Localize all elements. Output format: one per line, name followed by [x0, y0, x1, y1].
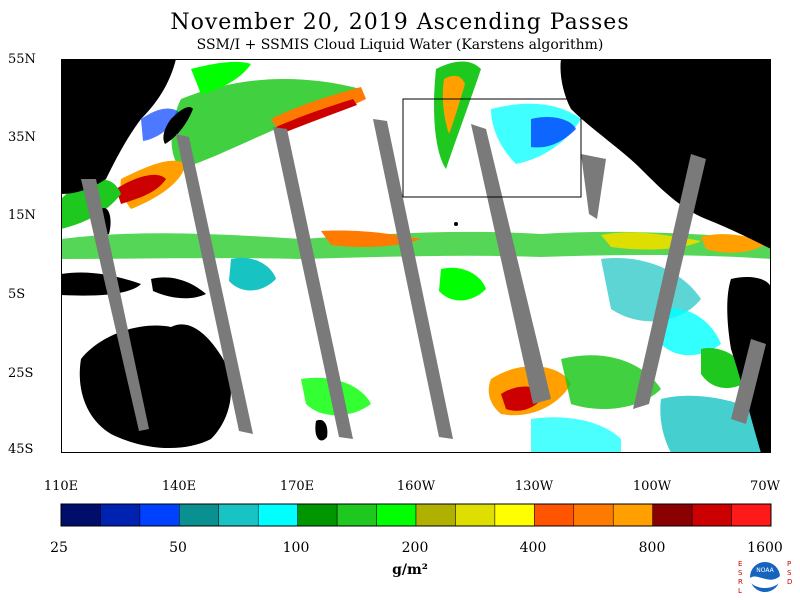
hawaii-landmass: [454, 222, 458, 226]
colorbar-cell: [100, 503, 141, 527]
indonesia-landmass: [61, 272, 141, 296]
colorbar-cell: [731, 503, 772, 527]
lon-label-130w: 130W: [514, 479, 554, 494]
lat-label-35n: 35N: [8, 130, 36, 145]
lon-label-170e: 170E: [279, 479, 315, 494]
cloud-water-field: [61, 61, 771, 453]
colorbar-cell: [179, 503, 220, 527]
lon-label-160w: 160W: [396, 479, 436, 494]
swath-gap: [373, 119, 453, 439]
colorbar-cell: [415, 503, 456, 527]
map-subtitle: SSM/I + SSMIS Cloud Liquid Water (Karste…: [196, 37, 604, 53]
colorbar-cell: [60, 503, 101, 527]
swath-gap: [633, 154, 706, 409]
japan-landmass: [163, 107, 193, 144]
lat-label-5s: 5S: [8, 287, 26, 302]
colorbar-tick-label: 25: [50, 540, 68, 556]
colorbar-cell: [612, 503, 653, 527]
north-america-landmass: [560, 59, 771, 249]
asia-landmass: [61, 59, 176, 194]
map-title: November 20, 2019 Ascending Passes: [170, 10, 630, 35]
swath-gap: [581, 154, 606, 219]
cloud-liquid-water-map: [61, 59, 771, 453]
lat-label-55n: 55N: [8, 52, 36, 67]
lat-label-45s: 45S: [8, 442, 34, 457]
lon-label-100w: 100W: [632, 479, 672, 494]
colorbar-cell: [218, 503, 259, 527]
colorbar-cell: [573, 503, 614, 527]
region-outline-box: [402, 98, 582, 198]
colorbar-cell: [494, 503, 535, 527]
new-guinea-landmass: [151, 277, 206, 299]
colorbar-cell: [691, 503, 732, 527]
colorbar-tick-label: 400: [519, 540, 547, 556]
lon-label-140e: 140E: [161, 479, 197, 494]
swath-gap: [471, 124, 551, 404]
map-frame: [61, 59, 771, 453]
colorbar-frame: [60, 503, 772, 527]
colorbar-cell: [139, 503, 180, 527]
land-masses: [61, 59, 771, 453]
colorbar-tick-label: 1600: [747, 540, 783, 556]
colorbar-cell: [455, 503, 496, 527]
lon-label-70w: 70W: [750, 479, 780, 494]
logo-center-text: NOAA: [756, 567, 774, 574]
new-zealand-landmass: [315, 419, 328, 441]
colorbar-tick-label: 800: [638, 540, 666, 556]
lat-label-15n: 15N: [8, 208, 36, 223]
lat-label-25s: 25S: [8, 366, 34, 381]
colorbar-cell: [297, 503, 338, 527]
colorbar-cell: [257, 503, 298, 527]
swath-gap: [273, 127, 353, 439]
colorbar-cell: [534, 503, 575, 527]
swath-gaps: [81, 119, 766, 439]
lon-label-110e: 110E: [43, 479, 79, 494]
colorbar-cell: [336, 503, 377, 527]
colorbar-tick-label: 200: [401, 540, 429, 556]
swath-gap: [176, 134, 253, 434]
swath-gap: [731, 339, 766, 424]
colorbar-cell: [376, 503, 417, 527]
colorbar: [60, 503, 772, 527]
colorbar-tick-label: 100: [282, 540, 310, 556]
swath-gap: [81, 179, 149, 431]
colorbar-cell: [652, 503, 693, 527]
colorbar-tick-label: 50: [169, 540, 187, 556]
australia-landmass: [79, 324, 231, 449]
colorbar-units: g/m²: [392, 562, 428, 578]
